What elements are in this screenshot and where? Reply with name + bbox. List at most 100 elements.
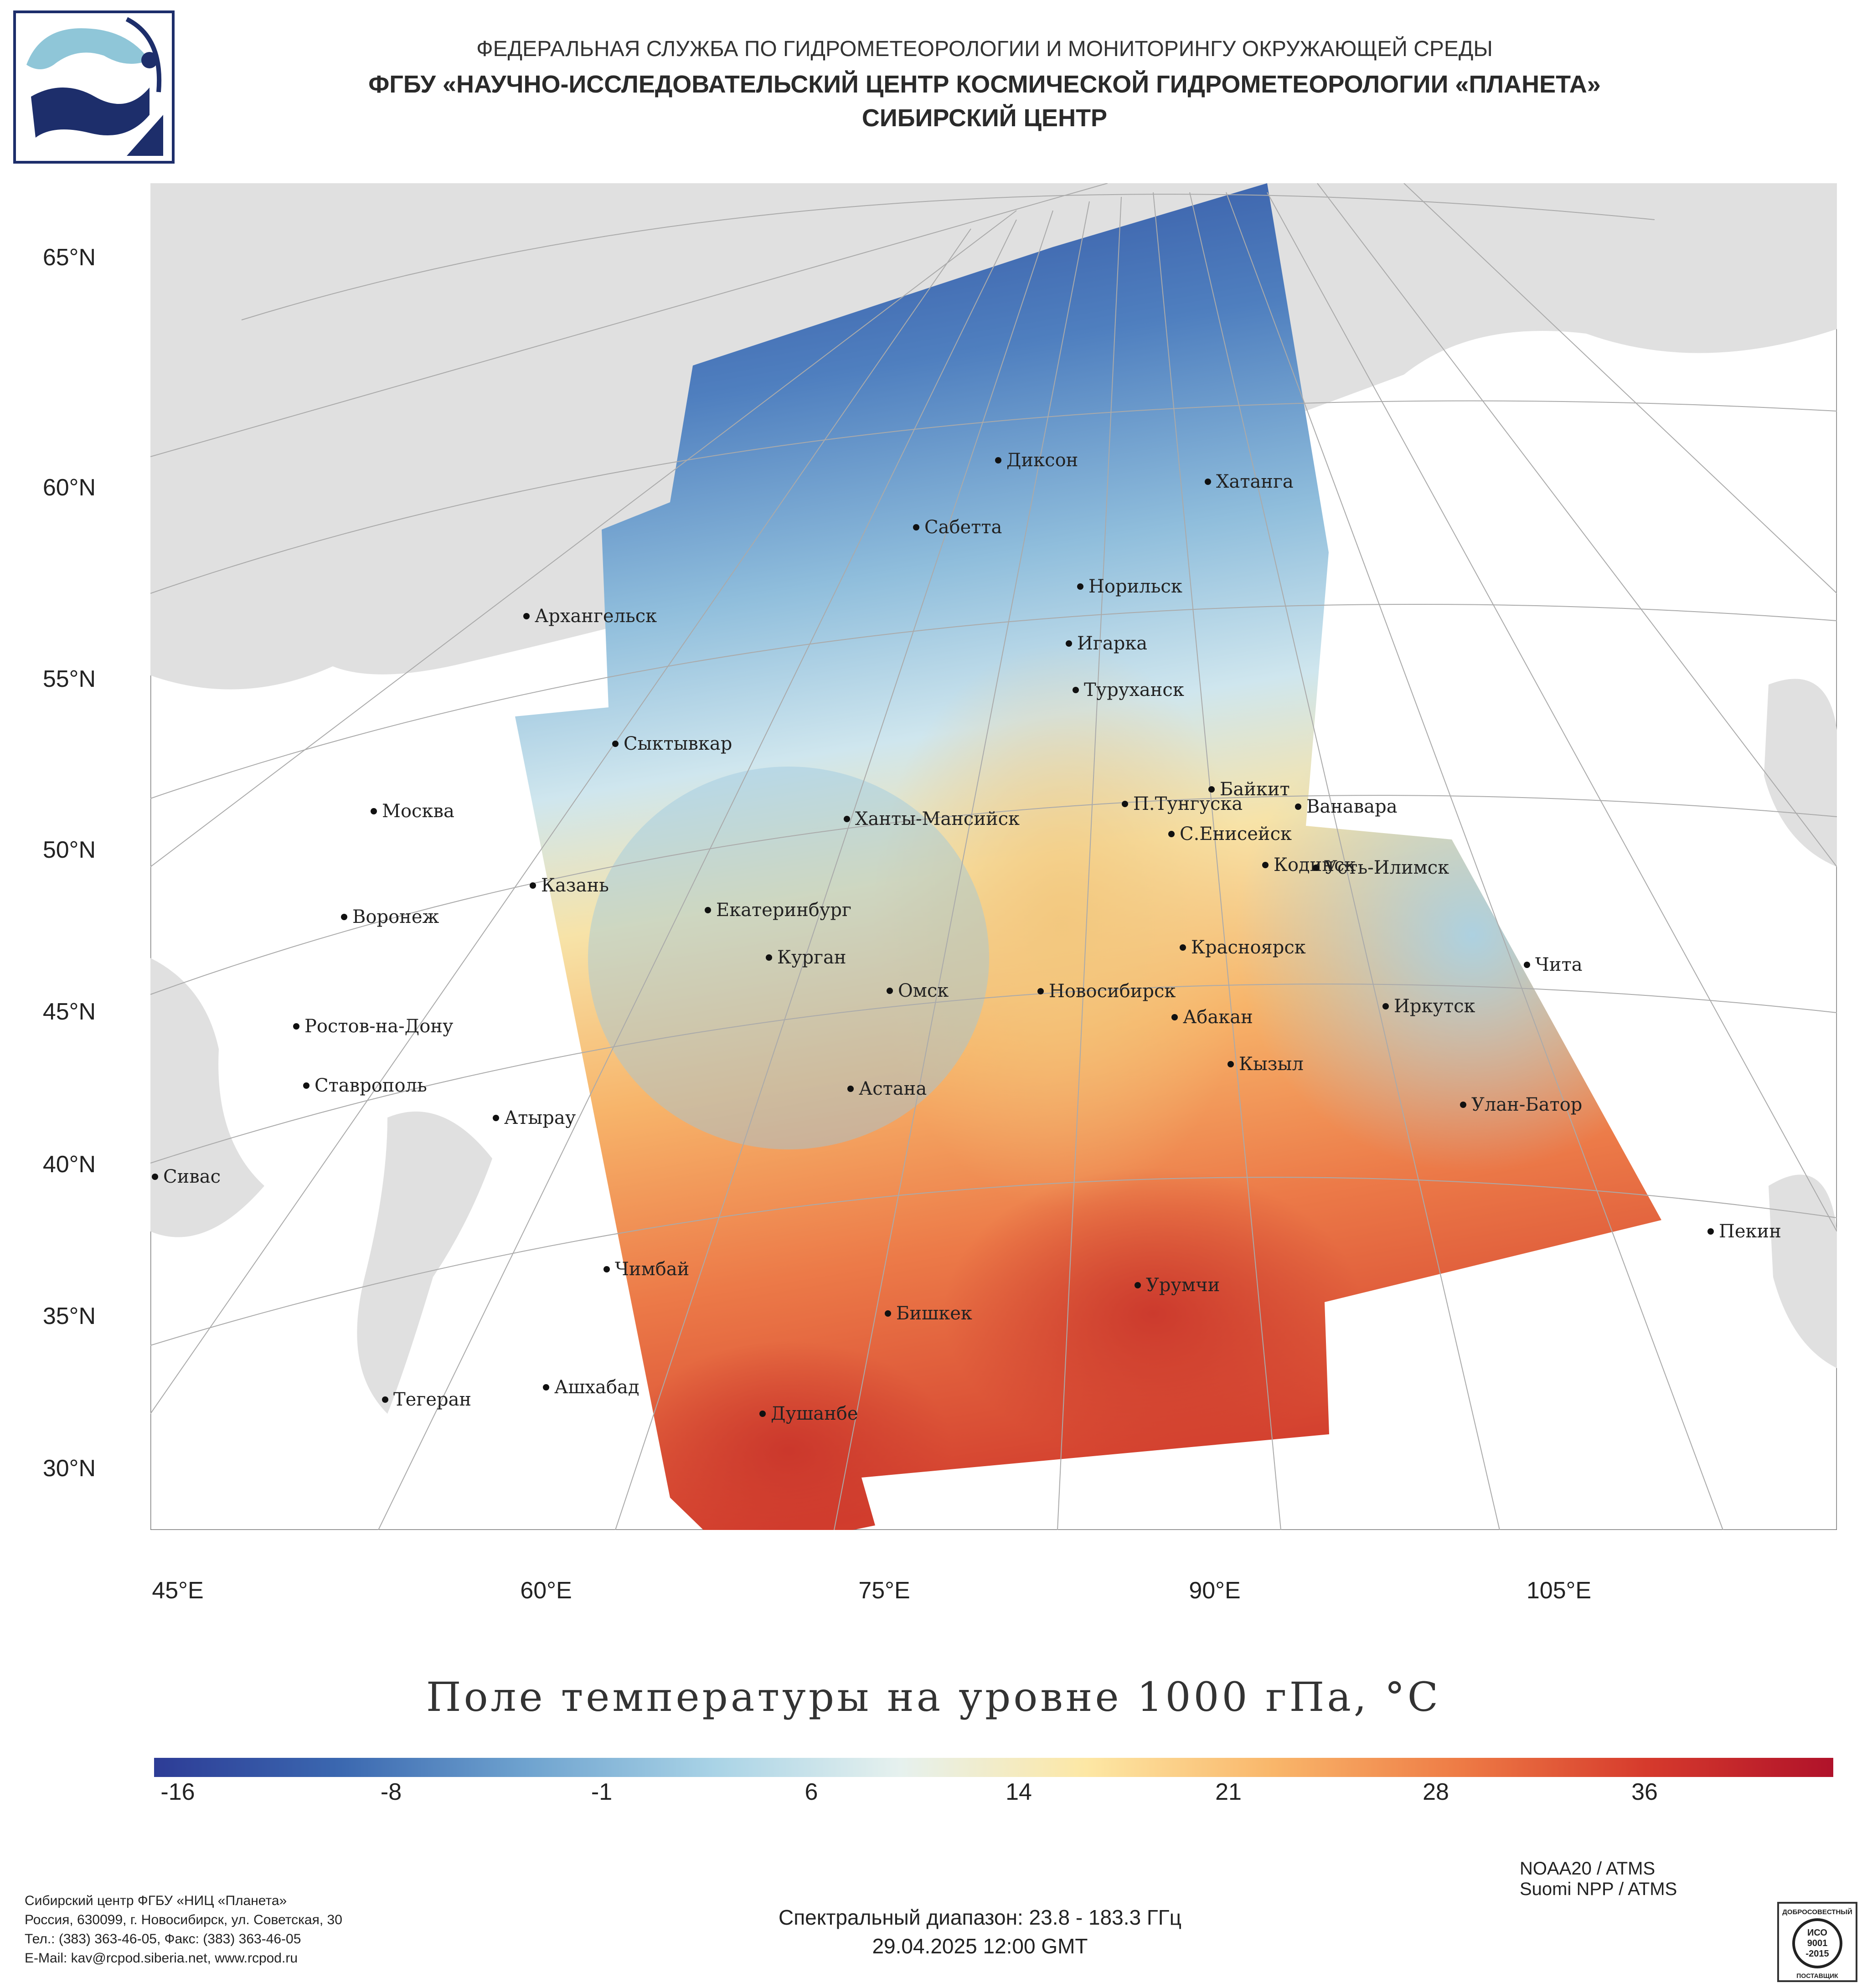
city-dot [293, 1023, 299, 1030]
city-label: Архангельск [535, 606, 657, 627]
city-label: С.Енисейск [1180, 824, 1292, 845]
city-marker: Игарка [1066, 633, 1147, 654]
city-marker: С.Енисейск [1168, 824, 1292, 845]
city-marker: Архангельск [523, 606, 657, 627]
iso-certificate-badge: ДОБРОСОВЕСТНЫЙ ИСО 9001 -2015 ПОСТАВЩИК [1777, 1902, 1857, 1982]
city-dot [1208, 786, 1215, 793]
city-dot [913, 524, 919, 530]
city-dot [523, 613, 530, 619]
city-marker: Усть-Илимск [1313, 857, 1449, 878]
city-marker: Ростов-на-Дону [293, 1016, 454, 1037]
city-dot [995, 457, 1001, 464]
spectral-range: Спектральный диапазон: 23.8 - 183.3 ГГц [778, 1906, 1182, 1929]
city-label: Чита [1535, 954, 1583, 975]
city-marker: Красноярск [1180, 937, 1306, 958]
city-dot [1262, 862, 1269, 868]
temperature-map: Диксон Хатанга Сабетта Норильск Архангельск И… [150, 183, 1837, 1530]
city-label: Казань [541, 875, 609, 896]
city-label: Астана [859, 1078, 927, 1099]
cert-2015: -2015 [1805, 1949, 1829, 1959]
observation-datetime: 29.04.2025 12:00 GMT [872, 1934, 1088, 1958]
city-label: Омск [898, 980, 949, 1001]
city-marker: Пекин [1707, 1221, 1781, 1242]
city-marker: Чита [1524, 954, 1583, 975]
city-label: Пекин [1719, 1221, 1781, 1242]
city-dot [1122, 801, 1128, 807]
org-line: E-Mail: kav@rcpod.siberia.net, www.rcpod… [25, 1951, 298, 1966]
city-dot [603, 1266, 610, 1272]
colorbar [154, 1758, 1833, 1777]
city-dot [844, 816, 850, 822]
city-label: Новосибирск [1049, 981, 1176, 1002]
city-marker: Норильск [1077, 576, 1182, 597]
city-marker: Курган [766, 947, 846, 968]
city-label: Ханты-Мансийск [855, 809, 1020, 829]
city-label: Улан-Батор [1471, 1094, 1582, 1115]
city-dot [885, 1310, 891, 1317]
cert-top-text: ДОБРОСОВЕСТНЫЙ [1782, 1908, 1852, 1916]
lat-label-55: 55°N [42, 666, 96, 692]
city-label: П.Тунгуска [1133, 793, 1243, 814]
city-marker: Москва [371, 801, 454, 822]
city-dot [530, 882, 536, 889]
city-marker: Ашхабад [543, 1377, 639, 1398]
organization-contacts: Сибирский центр ФГБУ «НИЦ «Планета» Росс… [25, 1891, 342, 1968]
colorbar-label-minus1: -1 [591, 1779, 613, 1805]
city-label: Абакан [1183, 1007, 1253, 1028]
lon-label-60: 60°E [520, 1577, 572, 1604]
city-dot [705, 907, 711, 913]
city-dot [887, 988, 893, 994]
satellite-2: Suomi NPP / ATMS [1520, 1879, 1677, 1899]
city-marker: Бишкек [885, 1303, 972, 1324]
city-marker: Кызыл [1227, 1054, 1304, 1075]
city-label: Норильск [1088, 576, 1182, 597]
satellite-1: NOAA20 / ATMS [1520, 1859, 1656, 1879]
city-label: Ставрополь [315, 1075, 427, 1096]
city-dot [1168, 831, 1175, 837]
city-dot [341, 914, 347, 920]
city-marker: Тегеран [382, 1389, 471, 1410]
org-line: Сибирский центр ФГБУ «НИЦ «Планета» [25, 1893, 287, 1908]
lat-label-35: 35°N [42, 1303, 96, 1329]
colorbar-label-21: 21 [1215, 1779, 1242, 1805]
city-label: Сыктывкар [624, 733, 732, 754]
city-marker: Екатеринбург [705, 900, 851, 921]
city-dot [1707, 1228, 1714, 1235]
city-marker: Воронеж [341, 906, 439, 927]
city-marker: Омск [887, 980, 949, 1001]
lat-label-65: 65°N [42, 244, 96, 271]
city-marker: Ванавара [1295, 796, 1398, 817]
city-marker: Ханты-Мансийск [844, 809, 1020, 829]
lat-label-60: 60°N [42, 474, 96, 501]
city-label: Атырау [504, 1107, 576, 1128]
city-label: Воронеж [352, 906, 439, 927]
lon-label-105: 105°E [1526, 1577, 1592, 1604]
city-label: Диксон [1006, 450, 1078, 471]
city-label: Иркутск [1394, 996, 1475, 1017]
city-marker: Сыктывкар [612, 733, 732, 754]
city-label: Душанбе [771, 1403, 858, 1424]
colorbar-label-6: 6 [805, 1779, 818, 1805]
cert-bottom-text: ПОСТАВЩИК [1796, 1972, 1838, 1979]
city-marker: Астана [847, 1078, 927, 1099]
city-marker: Байкит [1208, 779, 1290, 800]
city-label: Тегеран [393, 1389, 471, 1410]
city-label: Москва [382, 801, 454, 822]
city-dot [1073, 687, 1079, 693]
city-label: Бишкек [896, 1303, 972, 1324]
city-dot [1460, 1102, 1466, 1108]
city-dot [1205, 479, 1211, 485]
lat-label-50: 50°N [42, 837, 96, 863]
city-marker: Новосибирск [1037, 981, 1176, 1002]
city-marker: Урумчи [1135, 1275, 1220, 1296]
city-dot [612, 741, 619, 747]
city-label: Ванавара [1306, 796, 1398, 817]
city-label: Кызыл [1239, 1054, 1304, 1075]
city-dot [847, 1086, 854, 1092]
city-label: Урумчи [1146, 1275, 1220, 1296]
city-marker: Иркутск [1382, 996, 1475, 1017]
city-dot [1037, 988, 1044, 994]
branch-title: СИБИРСКИЙ ЦЕНТР [861, 104, 1108, 132]
city-label: Игарка [1077, 633, 1147, 654]
cert-iso: ИСО [1807, 1928, 1827, 1938]
